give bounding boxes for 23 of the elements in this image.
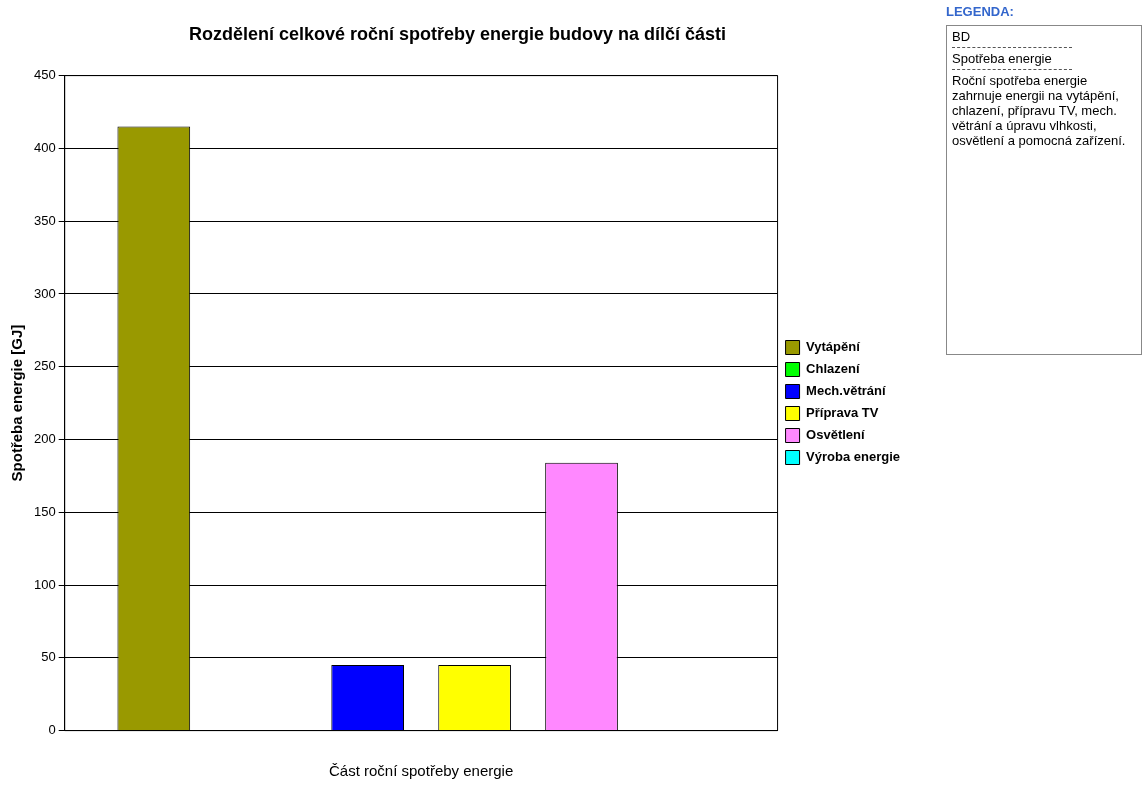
y-tick-label: 0 — [48, 722, 56, 738]
legend-label: Mech.větrání — [806, 383, 886, 399]
y-tick-label: 250 — [33, 358, 56, 374]
y-tick-label: 50 — [41, 649, 56, 665]
y-tick-label: 200 — [33, 431, 56, 447]
chart-title: Rozdělení celkové roční spotřeby energie budovy na dílčí části — [188, 23, 727, 44]
y-tick-label: 150 — [33, 503, 56, 519]
y-axis-title: Spotřeba energie [GJ] — [8, 324, 26, 482]
legend-label: Osvětlení — [806, 427, 865, 443]
text: Roční spotřeba energie zahrnuje energii na vytápění, chlazení, přípravu TV, mech. větrání a úpravu vlhkosti, osvětlení a pomocná zařízení. — [952, 73, 1127, 148]
y-tick-label: 450 — [33, 67, 56, 83]
x-axis-title: Část roční spotřeby energie — [329, 762, 514, 780]
text: LEGENDA: — [946, 4, 1015, 19]
text: BD — [952, 29, 972, 44]
y-tick-label: 400 — [33, 139, 56, 155]
legend-label: Vytápění — [806, 339, 861, 355]
y-tick-label: 350 — [33, 212, 56, 228]
legend-label: Výroba energie — [806, 449, 901, 465]
legend-label: Příprava TV — [806, 405, 879, 421]
y-tick-label: 300 — [33, 285, 56, 301]
text: Spotřeba energie — [952, 51, 1053, 66]
y-tick-label: 100 — [33, 576, 56, 592]
legend-label: Chlazení — [806, 361, 860, 377]
